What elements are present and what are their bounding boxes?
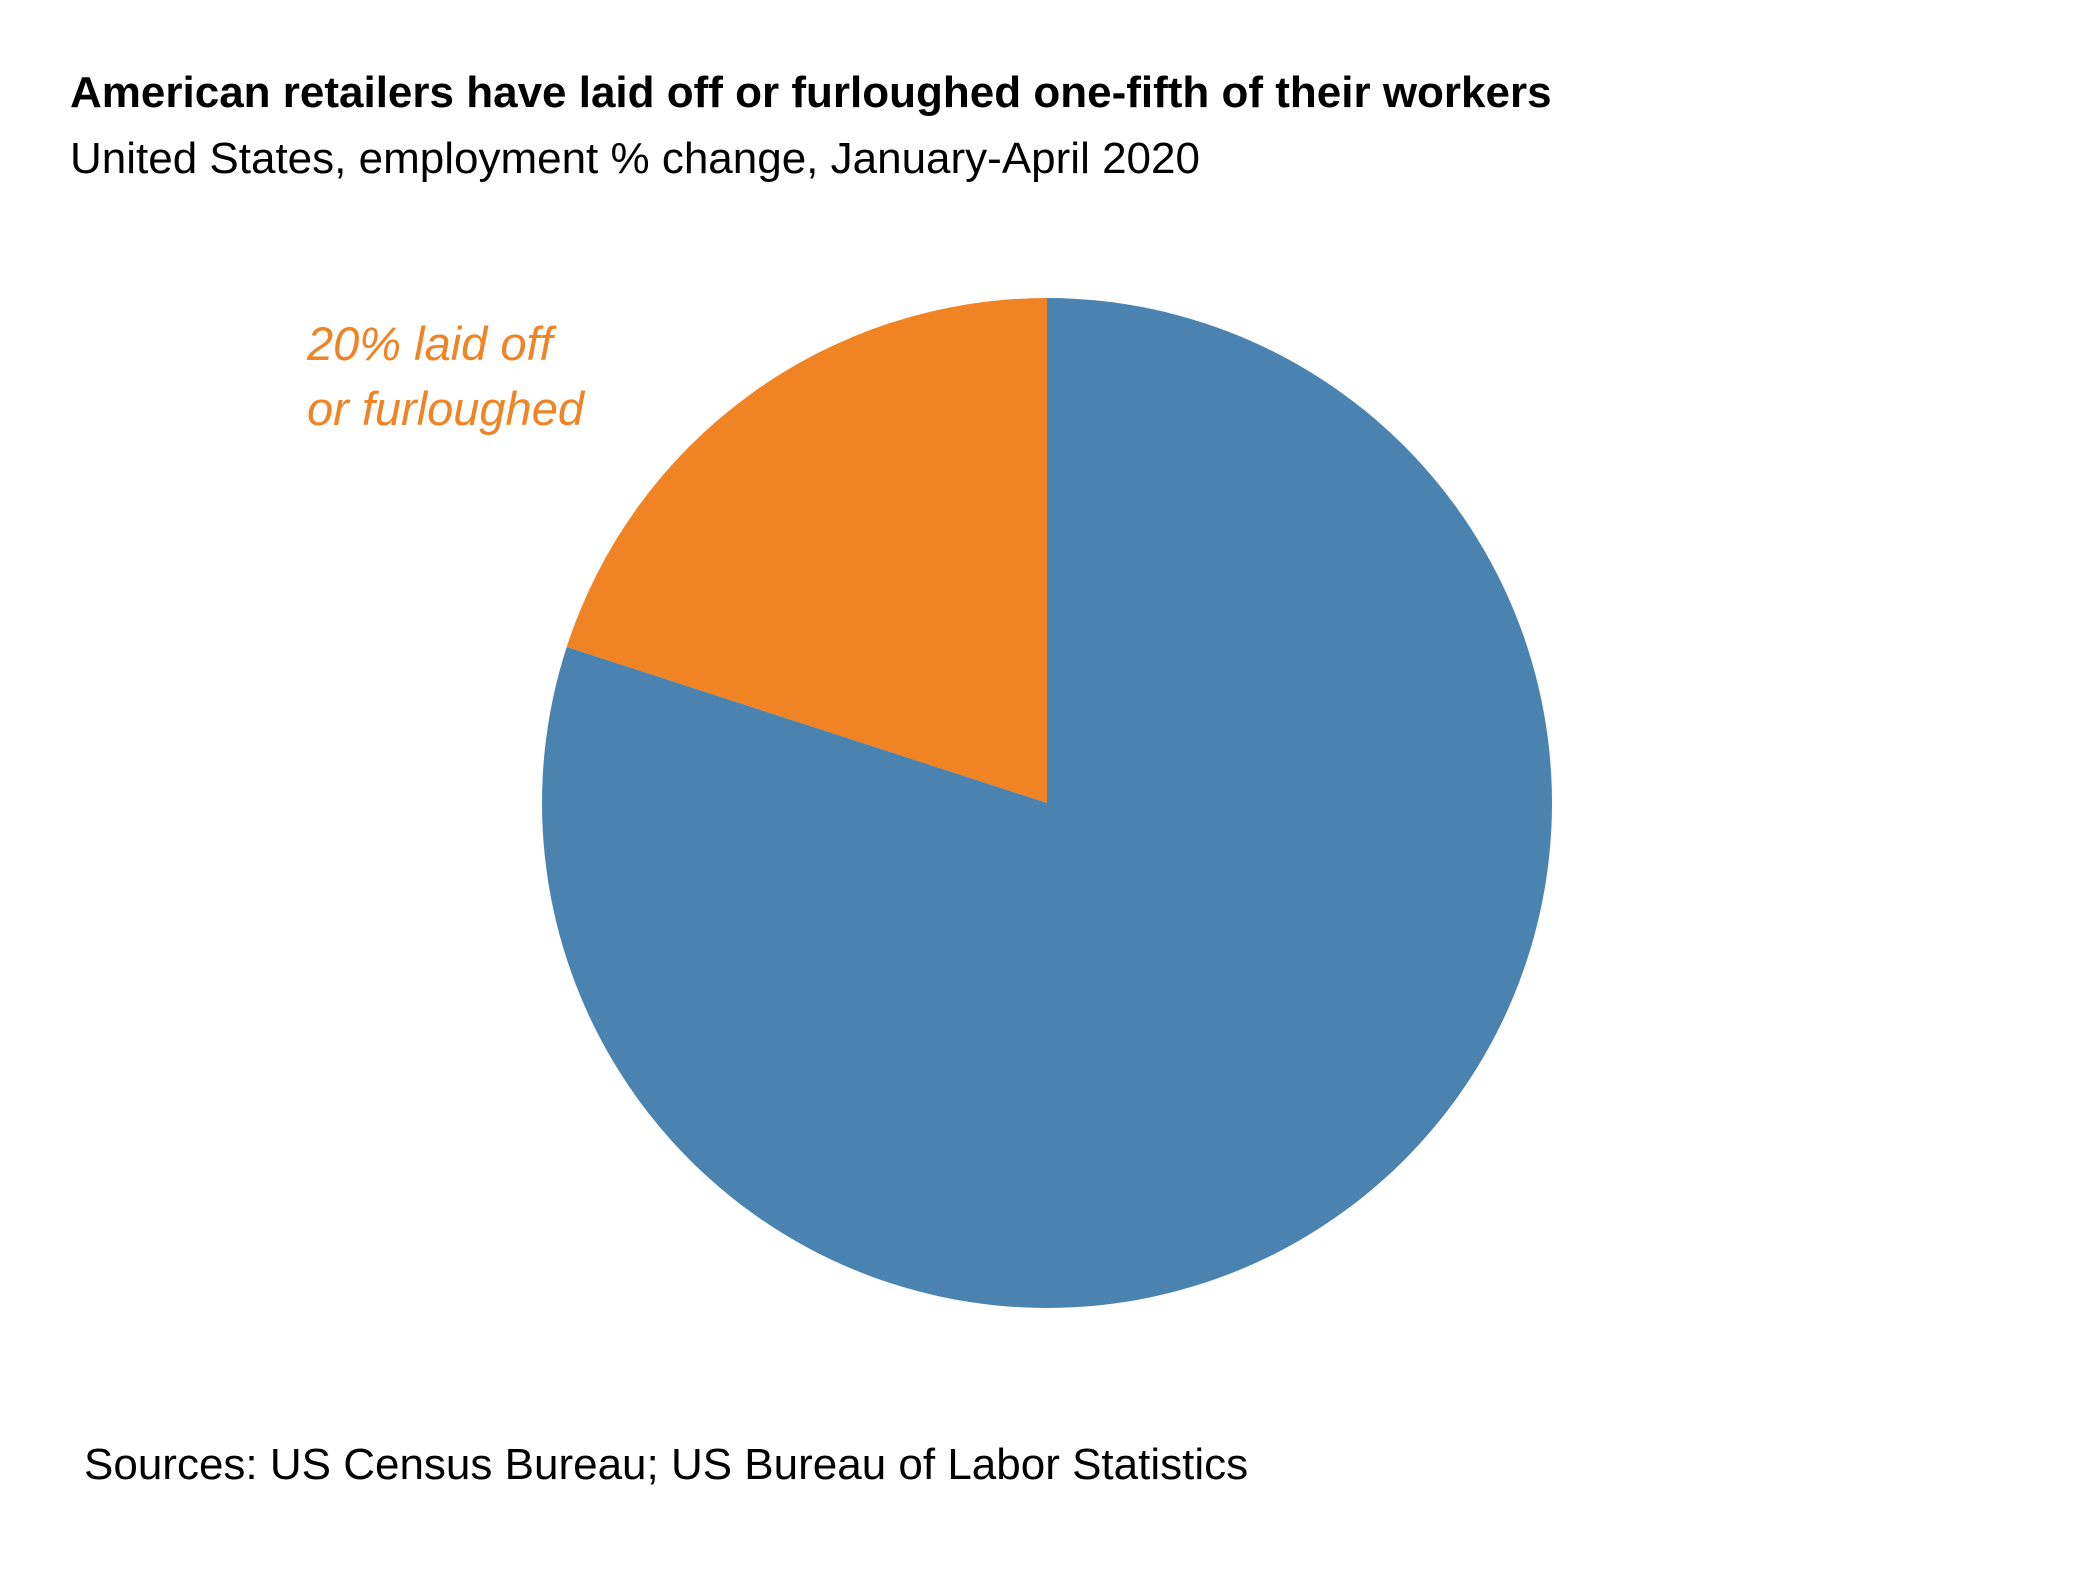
pie-slice-remaining	[542, 297, 1553, 1308]
pie-slice-laid-off	[566, 298, 1047, 803]
pie-slices	[542, 297, 1553, 1308]
chart-title: American retailers have laid off or furl…	[70, 68, 1552, 117]
pie-slice-label-line: or furloughed	[307, 382, 586, 435]
pie-slice-label: 20% laid off or furloughed	[306, 317, 586, 435]
chart-source: Sources: US Census Bureau; US Bureau of …	[84, 1440, 1249, 1489]
chart-subtitle: United States, employment % change, Janu…	[70, 134, 1200, 183]
pie-slice-label-line: 20% laid off	[306, 317, 558, 370]
pie-labels: 20% laid off or furloughed	[306, 317, 586, 435]
